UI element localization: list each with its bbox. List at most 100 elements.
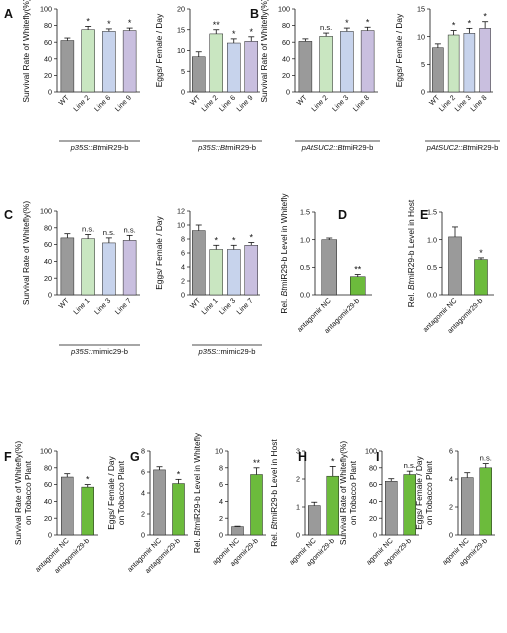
y-tick-label: 0 [286, 88, 290, 97]
bar [60, 40, 75, 93]
y-axis-label: Survival Rate of Whitefly(%) [338, 441, 348, 545]
bar [350, 276, 366, 296]
significance-label: n.s. [404, 461, 416, 470]
y-axis-label: Eggs/ Female / Day [394, 13, 404, 87]
bar [122, 240, 137, 296]
significance-label: * [483, 12, 487, 22]
chart-9: 0 20 40 60 80 100 Survival Rate of Whitefly(%)… [13, 441, 98, 575]
significance-label: n.s. [82, 225, 94, 234]
panel-letter: E [420, 208, 428, 222]
chart-1: 0 20 40 60 80 100 Survival Rate of Whitefly(%)… [21, 0, 140, 113]
x-tick-label: Line 3 [217, 296, 237, 316]
panel-letter: B [250, 7, 259, 21]
bar [102, 31, 116, 93]
y-axis-label: Rel. BtmiR29-b Level in Whitefly [192, 432, 202, 553]
x-tick-label: Line 3 [92, 296, 112, 316]
bar [209, 33, 223, 93]
panel-letter: F [4, 450, 12, 464]
bar [479, 28, 491, 93]
y-tick-label: 20 [44, 274, 52, 283]
significance-label: * [86, 475, 90, 485]
y-tick-label: 5 [421, 60, 425, 69]
y-tick-label: 0.0 [427, 291, 437, 300]
genotype-label: p35S::BtmiR29-b [197, 143, 256, 152]
genotype-label: pAtSUC2::BtmiR29-b [426, 143, 499, 152]
y-tick-label: 0.5 [300, 263, 310, 272]
y-tick-label: 2 [449, 503, 453, 512]
bar [209, 249, 223, 296]
bar [463, 33, 476, 93]
bar [298, 41, 313, 93]
x-tick-label: Line 9 [234, 93, 254, 113]
panel-letter: C [4, 208, 13, 222]
genotype-label: p35S::mimic29-b [198, 347, 256, 356]
significance-label: * [479, 248, 483, 258]
bar [227, 42, 241, 93]
bar [250, 474, 263, 536]
bar [81, 238, 95, 296]
significance-label: ** [354, 265, 362, 275]
x-tick-label: Line 6 [92, 93, 112, 113]
panel-letter: G [130, 450, 140, 464]
y-tick-label: 60 [44, 240, 52, 249]
x-tick-label: Line 2 [71, 93, 91, 113]
y-tick-label: 100 [40, 207, 52, 216]
y-tick-label: 10 [177, 221, 185, 230]
y-tick-label: 0 [296, 531, 300, 540]
y-tick-label: 2 [296, 475, 300, 484]
x-tick-label: Line 7 [113, 296, 133, 316]
significance-label: * [331, 456, 335, 466]
y-tick-label: 40 [44, 257, 52, 266]
y-tick-label: 2 [141, 510, 145, 519]
y-tick-label: 0 [449, 531, 453, 540]
y-axis-label-line2: on Tobacco Plant [424, 460, 434, 525]
y-tick-label: 80 [44, 223, 52, 232]
significance-label: * [128, 18, 132, 28]
y-tick-label: 20 [44, 71, 52, 80]
chart-5: 0 20 40 60 80 100 Survival Rate of Whitefly(%)… [21, 201, 140, 316]
y-tick-label: 0.5 [427, 263, 437, 272]
bar [81, 486, 94, 536]
x-tick-label: Line 8 [468, 93, 488, 113]
y-tick-label: 80 [44, 463, 52, 472]
bar [244, 245, 258, 296]
y-tick-label: 80 [369, 463, 377, 472]
y-tick-label: 100 [40, 5, 52, 14]
y-tick-label: 8 [181, 235, 185, 244]
y-tick-label: 10 [177, 46, 185, 55]
y-tick-label: 60 [44, 38, 52, 47]
significance-label: * [232, 29, 236, 39]
y-axis-label: Survival Rate of Whitefly(%) [13, 441, 23, 545]
bar [321, 239, 337, 296]
y-tick-label: 0 [421, 88, 425, 97]
y-tick-label: 40 [282, 54, 290, 63]
y-axis-label: Survival Rate of Whitefly(%) [21, 201, 31, 305]
x-tick-label: WT [57, 93, 72, 108]
x-tick-label: WT [57, 296, 72, 311]
y-tick-label: 100 [278, 5, 290, 14]
x-tick-label: Line 2 [199, 93, 219, 113]
significance-label: * [249, 233, 253, 243]
y-tick-label: 100 [365, 447, 377, 456]
significance-label: * [86, 16, 90, 26]
y-tick-label: 20 [177, 5, 185, 14]
y-tick-label: 0 [219, 531, 223, 540]
y-axis-label: Eggs/ Female / Day [154, 13, 164, 87]
y-tick-label: 2 [181, 277, 185, 286]
y-tick-label: 0 [48, 291, 52, 300]
bar [385, 480, 398, 536]
significance-label: * [249, 27, 253, 37]
y-tick-label: 4 [141, 489, 145, 498]
y-tick-label: 0 [48, 88, 52, 97]
x-tick-label: Line 3 [453, 93, 473, 113]
genotype-label: p35S::mimic29-b [70, 347, 128, 356]
bar [474, 259, 488, 296]
y-tick-label: 12 [177, 207, 185, 216]
y-axis-label: Eggs/ Female / Day [154, 215, 164, 289]
y-tick-label: 40 [44, 54, 52, 63]
x-tick-label: Line 2 [437, 93, 457, 113]
bar [102, 242, 116, 296]
chart-3: 0 20 40 60 80 100 Survival Rate of Whitefly(%)… [259, 0, 378, 113]
y-tick-label: 60 [282, 38, 290, 47]
y-tick-label: 5 [181, 67, 185, 76]
